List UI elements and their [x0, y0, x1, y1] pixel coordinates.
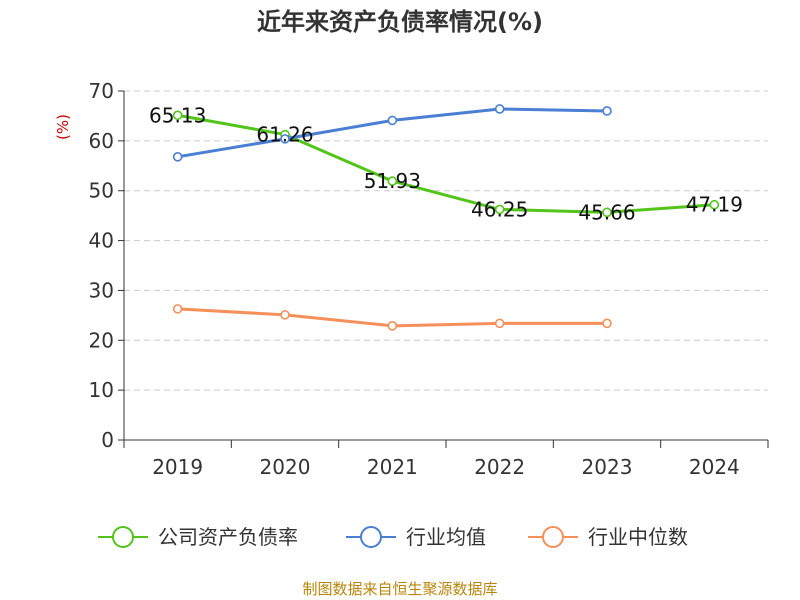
y-tick-label: 20 [89, 328, 114, 352]
data-label: 47.19 [686, 193, 743, 217]
x-tick-label: 2022 [474, 455, 525, 479]
legend-label-0: 公司资产负债率 [158, 525, 298, 549]
y-tick-label: 10 [89, 378, 114, 402]
x-tick-label: 2019 [152, 455, 203, 479]
data-label: 45.66 [578, 200, 635, 224]
legend-marker-0 [112, 526, 134, 548]
legend-marker-2 [542, 526, 564, 548]
data-label: 46.25 [471, 197, 528, 221]
legend-label-2: 行业中位数 [588, 525, 688, 549]
data-point [494, 318, 505, 329]
data-point [387, 115, 398, 126]
legend-label-1: 行业均值 [406, 525, 486, 549]
x-tick-label: 2020 [260, 455, 311, 479]
data-point [280, 310, 290, 320]
y-tick-label: 0 [101, 428, 114, 452]
y-tick-label: 30 [89, 278, 114, 302]
x-tick-label: 2024 [689, 455, 740, 479]
data-point [387, 321, 398, 331]
y-tick-label: 50 [89, 179, 114, 203]
series-line-0 [177, 113, 715, 214]
data-point [280, 134, 290, 144]
y-tick-label: 70 [89, 79, 114, 103]
data-point [602, 207, 612, 218]
data-label: 65.13 [149, 103, 206, 127]
data-point [387, 176, 398, 186]
y-tick-label: 60 [89, 129, 114, 153]
y-tick-label: 40 [89, 229, 114, 253]
data-labels: 65.13 61.26 51.93 46.25 45.66 47.19 [149, 103, 743, 224]
data-point [172, 110, 183, 121]
data-point [709, 199, 720, 210]
series-group [172, 104, 720, 331]
data-point [172, 152, 183, 162]
chart-title: 近年来资产负债率情况(%) [257, 8, 543, 36]
data-label: 61.26 [256, 123, 313, 147]
grid-lines [124, 90, 768, 391]
x-tick-label: 2021 [367, 455, 418, 479]
data-point [494, 104, 505, 114]
data-point [602, 106, 612, 116]
data-label: 51.93 [364, 169, 421, 193]
data-point [494, 204, 505, 215]
data-point [172, 304, 183, 314]
source-note: 制图数据来自恒生聚源数据库 [302, 580, 497, 598]
axes: 0 10 20 30 40 50 60 70 2019 2020 2021 2022 2023 2024 [89, 79, 769, 479]
y-axis-label: (%) [54, 114, 72, 140]
data-point [602, 318, 612, 329]
x-tick-label: 2023 [582, 455, 633, 479]
legend: 公司资产负债率 行业均值 行业中位数 [98, 525, 688, 549]
legend-marker-1 [360, 526, 382, 548]
